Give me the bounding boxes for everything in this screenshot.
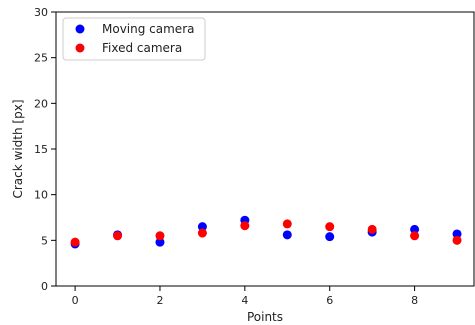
moving-camera-point [282, 230, 292, 240]
fixed-camera-point [452, 235, 462, 245]
fixed-camera-point [240, 221, 250, 231]
y-tick-label: 20 [34, 97, 48, 110]
x-tick-label: 8 [411, 294, 418, 307]
fixed-camera-point [325, 222, 335, 232]
data-points [70, 215, 462, 249]
y-axis-ticks: 0 5 10 15 20 25 30 [34, 6, 56, 293]
moving-camera-point [410, 224, 420, 234]
legend-label-fixed-camera: Fixed camera [102, 41, 182, 55]
fixed-camera-point [197, 228, 207, 238]
moving-camera-point [325, 232, 335, 242]
y-tick-label: 25 [34, 52, 48, 65]
x-axis-ticks: 0 2 4 6 8 [72, 286, 418, 307]
fixed-camera-point [113, 231, 123, 241]
y-tick-label: 30 [34, 6, 48, 19]
y-tick-label: 15 [34, 143, 48, 156]
x-tick-label: 0 [72, 294, 79, 307]
fixed-camera-point [70, 237, 80, 247]
fixed-camera-point [282, 219, 292, 229]
x-tick-label: 6 [326, 294, 333, 307]
moving-camera-point [155, 237, 165, 247]
legend-box [62, 17, 206, 61]
y-tick-label: 10 [34, 189, 48, 202]
x-tick-label: 2 [156, 294, 163, 307]
legend-marker-fixed-camera [75, 43, 85, 53]
fixed-camera-point [155, 231, 165, 241]
x-tick-label: 4 [241, 294, 248, 307]
fixed-camera-point [410, 231, 420, 241]
moving-camera-point [452, 229, 462, 239]
y-tick-label: 5 [41, 234, 48, 247]
legend-marker-moving-camera [75, 24, 85, 34]
y-tick-label: 0 [41, 280, 48, 293]
fixed-camera-point [367, 224, 377, 234]
x-axis-label: Points [247, 310, 283, 324]
y-axis-label: Crack width [px] [11, 100, 25, 199]
legend: Moving camera Fixed camera [62, 17, 206, 61]
legend-label-moving-camera: Moving camera [102, 22, 194, 36]
moving-camera-point [197, 222, 207, 232]
